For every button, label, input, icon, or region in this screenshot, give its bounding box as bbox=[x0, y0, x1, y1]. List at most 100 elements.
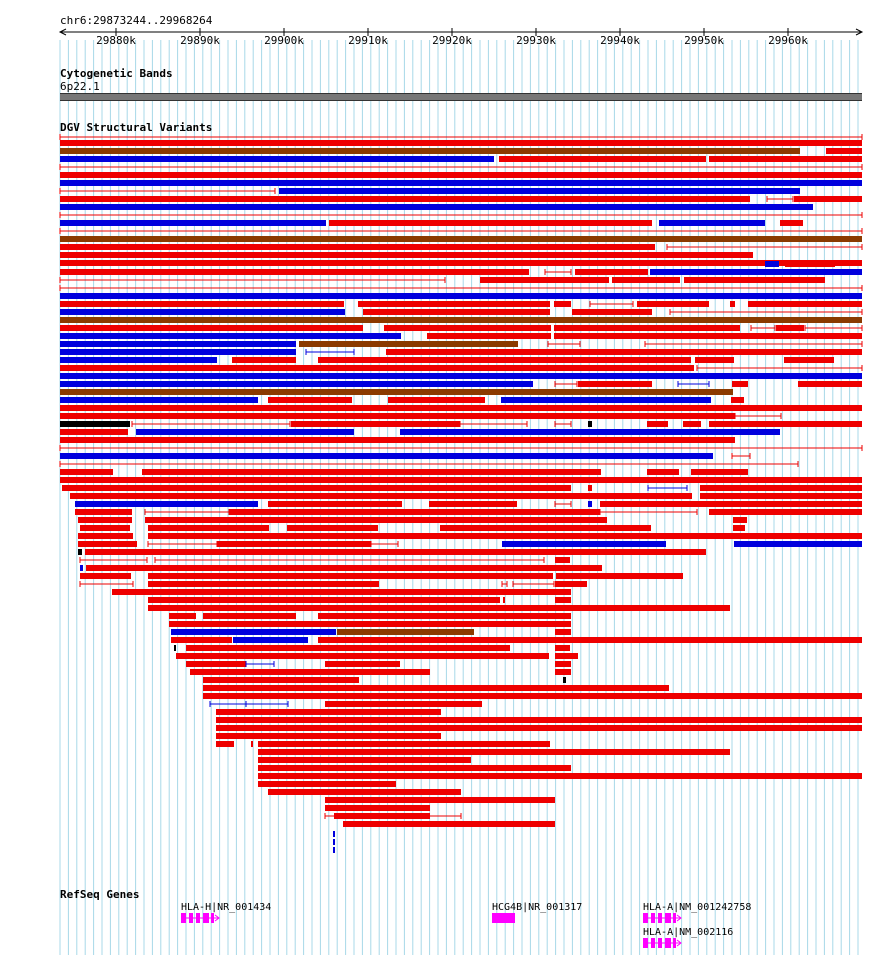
dgv-variant-bar[interactable] bbox=[60, 365, 694, 371]
dgv-variant-span[interactable] bbox=[589, 301, 634, 307]
dgv-variant-bar[interactable] bbox=[258, 757, 471, 763]
dgv-variant-bar[interactable] bbox=[258, 741, 550, 747]
dgv-variant-span[interactable] bbox=[59, 188, 276, 194]
cytoband-track-title[interactable]: Cytogenetic Bands bbox=[60, 67, 173, 80]
dgv-variant-bar[interactable] bbox=[60, 293, 862, 299]
dgv-variant-bar[interactable] bbox=[333, 839, 335, 845]
dgv-variant-bar[interactable] bbox=[555, 661, 571, 667]
dgv-variant-bar[interactable] bbox=[145, 517, 607, 523]
dgv-variant-span[interactable] bbox=[501, 581, 508, 587]
cytoband-bar[interactable] bbox=[60, 93, 862, 101]
dgv-variant-bar[interactable] bbox=[203, 613, 296, 619]
dgv-variant-bar[interactable] bbox=[78, 549, 82, 555]
dgv-variant-bar[interactable] bbox=[588, 501, 592, 507]
dgv-variant-bar[interactable] bbox=[683, 421, 701, 427]
dgv-variant-bar[interactable] bbox=[503, 597, 505, 603]
dgv-variant-span[interactable] bbox=[554, 421, 572, 427]
dgv-variant-bar[interactable] bbox=[217, 541, 371, 547]
dgv-variant-span[interactable] bbox=[59, 164, 863, 170]
dgv-variant-bar[interactable] bbox=[325, 797, 555, 803]
dgv-variant-bar[interactable] bbox=[186, 645, 510, 651]
dgv-variant-bar[interactable] bbox=[555, 557, 570, 563]
dgv-variant-bar[interactable] bbox=[136, 429, 354, 435]
dgv-variant-bar[interactable] bbox=[563, 677, 566, 683]
dgv-variant-bar[interactable] bbox=[554, 333, 862, 339]
dgv-variant-bar[interactable] bbox=[333, 831, 335, 837]
dgv-variant-bar[interactable] bbox=[60, 244, 655, 250]
dgv-variant-bar[interactable] bbox=[299, 341, 518, 347]
dgv-variant-span[interactable] bbox=[731, 453, 751, 459]
dgv-variant-bar[interactable] bbox=[78, 517, 132, 523]
dgv-variant-bar[interactable] bbox=[731, 397, 744, 403]
dgv-variant-bar[interactable] bbox=[784, 357, 834, 363]
dgv-variant-bar[interactable] bbox=[794, 196, 862, 202]
dgv-variant-bar[interactable] bbox=[60, 341, 296, 347]
dgv-variant-bar[interactable] bbox=[650, 269, 862, 275]
dgv-variant-bar[interactable] bbox=[748, 301, 862, 307]
dgv-variant-bar[interactable] bbox=[60, 180, 862, 186]
dgv-variant-bar[interactable] bbox=[647, 421, 668, 427]
dgv-variant-bar[interactable] bbox=[440, 525, 651, 531]
dgv-variant-bar[interactable] bbox=[684, 277, 825, 283]
dgv-variant-bar[interactable] bbox=[612, 277, 680, 283]
dgv-variant-bar[interactable] bbox=[765, 261, 779, 267]
dgv-variant-bar[interactable] bbox=[60, 357, 217, 363]
dgv-variant-bar[interactable] bbox=[291, 421, 460, 427]
dgv-variant-bar[interactable] bbox=[169, 621, 571, 627]
dgv-variant-bar[interactable] bbox=[427, 333, 551, 339]
dgv-variant-span[interactable] bbox=[644, 341, 863, 347]
dgv-variant-bar[interactable] bbox=[325, 805, 430, 811]
dgv-variant-bar[interactable] bbox=[501, 397, 711, 403]
dgv-variant-bar[interactable] bbox=[572, 309, 652, 315]
dgv-variant-bar[interactable] bbox=[60, 236, 862, 242]
refseq-gene-model[interactable] bbox=[643, 938, 682, 948]
dgv-variant-bar[interactable] bbox=[555, 669, 571, 675]
dgv-variant-span[interactable] bbox=[804, 325, 863, 331]
dgv-variant-bar[interactable] bbox=[499, 156, 706, 162]
dgv-variant-bar[interactable] bbox=[148, 581, 379, 587]
dgv-variant-bar[interactable] bbox=[62, 485, 571, 491]
dgv-variant-span[interactable] bbox=[59, 228, 863, 234]
dgv-variant-bar[interactable] bbox=[734, 541, 862, 547]
dgv-variant-bar[interactable] bbox=[258, 749, 730, 755]
dgv-variant-bar[interactable] bbox=[216, 733, 441, 739]
dgv-variant-bar[interactable] bbox=[325, 701, 482, 707]
dgv-variant-bar[interactable] bbox=[60, 469, 113, 475]
dgv-variant-bar[interactable] bbox=[258, 765, 571, 771]
dgv-variant-bar[interactable] bbox=[171, 637, 232, 643]
dgv-variant-span[interactable] bbox=[59, 445, 863, 451]
dgv-variant-span[interactable] bbox=[59, 285, 863, 291]
dgv-variant-span[interactable] bbox=[554, 501, 572, 507]
dgv-variant-bar[interactable] bbox=[70, 493, 692, 499]
dgv-variant-bar[interactable] bbox=[555, 597, 571, 603]
dgv-variant-bar[interactable] bbox=[258, 781, 396, 787]
dgv-variant-bar[interactable] bbox=[229, 509, 600, 515]
dgv-variant-bar[interactable] bbox=[659, 220, 765, 226]
dgv-variant-bar[interactable] bbox=[112, 589, 571, 595]
dgv-variant-bar[interactable] bbox=[268, 501, 402, 507]
dgv-variant-bar[interactable] bbox=[730, 301, 735, 307]
dgv-variant-bar[interactable] bbox=[647, 469, 679, 475]
dgv-variant-span[interactable] bbox=[131, 421, 291, 427]
dgv-variant-bar[interactable] bbox=[733, 525, 745, 531]
dgv-variant-bar[interactable] bbox=[554, 325, 740, 331]
dgv-variant-span[interactable] bbox=[547, 341, 581, 347]
dgv-variant-span[interactable] bbox=[554, 381, 578, 387]
dgv-variant-span[interactable] bbox=[154, 557, 545, 563]
dgv-variant-bar[interactable] bbox=[60, 437, 735, 443]
dgv-variant-bar[interactable] bbox=[287, 525, 378, 531]
dgv-variant-bar[interactable] bbox=[60, 405, 862, 411]
dgv-variant-bar[interactable] bbox=[343, 821, 555, 827]
dgv-variant-bar[interactable] bbox=[333, 847, 335, 853]
dgv-variant-bar[interactable] bbox=[554, 301, 571, 307]
dgv-variant-span[interactable] bbox=[59, 134, 863, 140]
dgv-variant-bar[interactable] bbox=[318, 613, 571, 619]
dgv-variant-bar[interactable] bbox=[60, 429, 128, 435]
dgv-variant-bar[interactable] bbox=[216, 717, 862, 723]
dgv-variant-bar[interactable] bbox=[142, 469, 601, 475]
dgv-variant-bar[interactable] bbox=[637, 301, 709, 307]
dgv-variant-bar[interactable] bbox=[251, 741, 253, 747]
dgv-variant-bar[interactable] bbox=[588, 485, 592, 491]
